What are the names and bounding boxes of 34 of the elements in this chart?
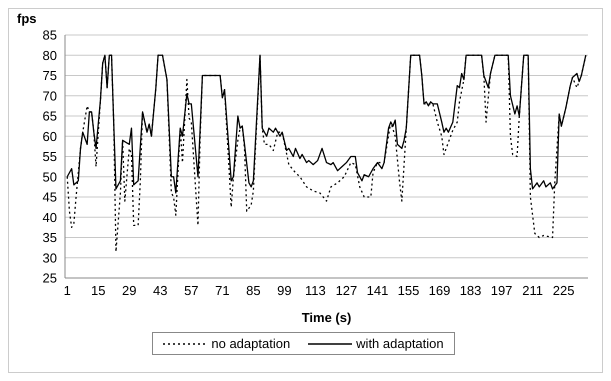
y-tick-label: 65	[42, 108, 57, 124]
x-tick-label: 127	[336, 283, 358, 298]
x-tick-label: 85	[246, 283, 261, 298]
y-tick-label: 50	[42, 169, 57, 184]
x-tick-label: 141	[366, 283, 388, 298]
x-tick-label: 1	[64, 283, 71, 298]
legend-label: no adaptation	[211, 336, 290, 351]
y-tick-label: 60	[42, 128, 57, 144]
x-tick-label: 71	[215, 283, 230, 298]
x-tick-label: 113	[305, 283, 326, 298]
y-tick-label: 40	[42, 210, 57, 225]
y-tick-label: 75	[42, 68, 57, 84]
y-axis-title: fps	[17, 11, 36, 26]
x-tick-label: 169	[428, 283, 450, 298]
x-tick-label: 197	[490, 283, 512, 298]
x-tick-label: 155	[398, 283, 420, 298]
y-tick-label: 80	[42, 48, 57, 63]
y-tick-label: 25	[42, 270, 57, 286]
y-tick-label: 55	[42, 149, 57, 164]
x-tick-label: 29	[122, 283, 136, 298]
y-tick-label: 85	[42, 28, 57, 43]
y-tick-label: 70	[42, 88, 57, 104]
y-tick-label: 45	[42, 190, 57, 205]
x-tick-label: 183	[460, 283, 482, 298]
x-tick-label: 99	[277, 283, 292, 298]
legend-label: with adaptation	[356, 336, 444, 351]
y-tick-label: 35	[42, 230, 57, 246]
y-tick-label: 30	[42, 250, 57, 266]
x-tick-label: 57	[184, 283, 199, 298]
x-axis-title: Time (s)	[302, 310, 352, 325]
x-tick-label: 15	[91, 283, 106, 298]
x-tick-label: 211	[522, 283, 543, 298]
x-tick-label: 43	[153, 283, 168, 298]
x-tick-label: 225	[552, 283, 574, 298]
